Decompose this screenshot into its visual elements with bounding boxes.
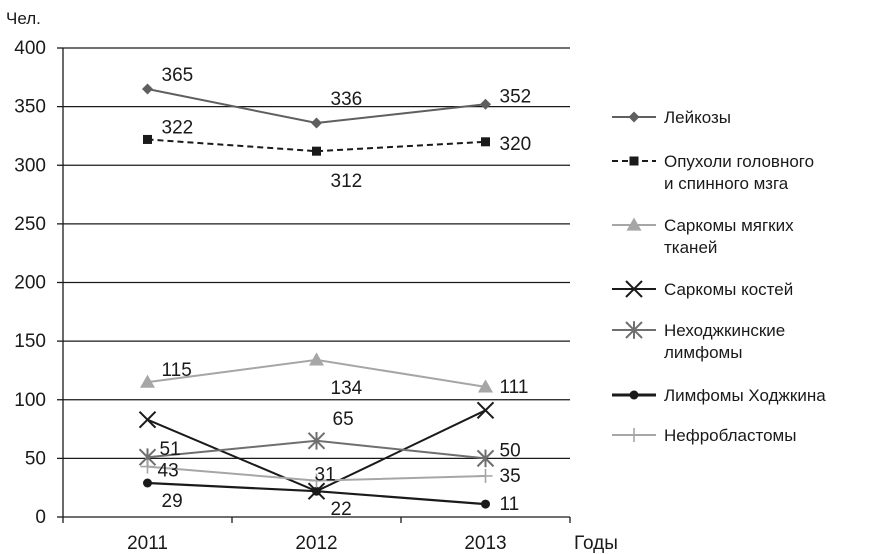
legend-item-2: Саркомы мягких тканей bbox=[612, 216, 794, 257]
series-3-point-0-marker bbox=[138, 410, 157, 429]
legend-marker-5 bbox=[629, 390, 639, 400]
series-5-data-label-2: 11 bbox=[500, 494, 520, 515]
legend-label-2-line-1: тканей bbox=[664, 238, 717, 257]
legend-item-0: Лейкозы bbox=[612, 108, 731, 127]
x-tick-label-2: 2013 bbox=[464, 533, 506, 554]
series-2-data-label-1: 134 bbox=[331, 378, 363, 399]
legend-label-1-line-0: Опухоли головного bbox=[664, 152, 814, 171]
y-unit-label: Чел. bbox=[6, 9, 41, 28]
series-0-data-label-0: 365 bbox=[162, 65, 194, 86]
y-tick-label-3: 150 bbox=[14, 331, 46, 352]
legend-marker-2 bbox=[626, 217, 642, 231]
legend-label-4-line-0: Неходжкинские bbox=[664, 321, 785, 340]
y-tick-label-7: 350 bbox=[14, 97, 46, 118]
y-tick-label-6: 300 bbox=[14, 155, 46, 176]
legend-item-1: Опухоли головного и спинного мзга bbox=[612, 152, 814, 193]
series-6-point-1-marker bbox=[309, 473, 324, 488]
series-4-point-1-marker bbox=[307, 431, 326, 450]
series-5-point-1-marker bbox=[312, 486, 321, 496]
y-tick-label-0: 0 bbox=[35, 507, 46, 528]
y-tick-labels: 0 50 100 150 200 250 300 350 400 bbox=[14, 38, 46, 528]
series-5-data-label-0: 29 bbox=[162, 491, 183, 512]
series-2-data-label-2: 111 bbox=[500, 377, 529, 398]
series-5-point-0-marker bbox=[143, 478, 152, 488]
legend-marker-0 bbox=[628, 111, 640, 123]
y-tick-label-2: 100 bbox=[14, 390, 46, 411]
series-1-point-0-marker bbox=[143, 134, 152, 144]
legend-marker-6 bbox=[627, 428, 641, 442]
axes bbox=[57, 47, 571, 523]
gridlines bbox=[63, 47, 570, 459]
series-5-point-2-marker bbox=[481, 499, 490, 509]
y-tick-label-4: 200 bbox=[14, 273, 46, 294]
series-1-data-label-0: 322 bbox=[162, 117, 194, 138]
x-tick-label-0: 2011 bbox=[127, 533, 168, 554]
series-3-point-2-marker bbox=[476, 401, 495, 420]
series-0-point-2-marker bbox=[480, 98, 491, 110]
series-2-point-0-marker bbox=[140, 374, 155, 388]
legend-marker-3 bbox=[625, 280, 643, 298]
series-6-point-2-marker bbox=[478, 468, 493, 483]
legend-item-5: Лимфомы Ходжкина bbox=[612, 386, 826, 405]
series-6-point-0-marker bbox=[140, 459, 155, 474]
series-line-1 bbox=[147, 138, 486, 153]
legend-label-4-line-1: лимфомы bbox=[664, 343, 742, 362]
series-markers bbox=[138, 83, 495, 509]
series-6-data-label-2: 35 bbox=[500, 466, 521, 487]
legend-label-0-line-0: Лейкозы bbox=[664, 108, 731, 127]
series-0-point-0-marker bbox=[142, 83, 153, 95]
legend-label-2-line-0: Саркомы мягких bbox=[664, 216, 794, 235]
series-2-data-label-0: 115 bbox=[162, 360, 192, 381]
series-0-data-label-2: 352 bbox=[500, 86, 532, 107]
series-0-data-label-1: 336 bbox=[331, 89, 363, 110]
series-6-data-label-0: 43 bbox=[158, 461, 179, 482]
legend-item-3: Саркомы костей bbox=[612, 280, 793, 299]
series-1-data-label-1: 312 bbox=[331, 171, 363, 192]
legend-label-6-line-0: Нефробластомы bbox=[664, 426, 796, 445]
series-1-point-1-marker bbox=[312, 146, 321, 156]
series-4-data-label-0: 51 bbox=[160, 439, 181, 460]
x-tick-label-1: 2012 bbox=[295, 533, 337, 554]
series-1-point-2-marker bbox=[481, 137, 490, 147]
legend-item-6: Нефробластомы bbox=[612, 426, 796, 445]
data-labels: 365 336 352 322 312 320 115 134 111 22 51 65 50 29 11 4… bbox=[158, 65, 532, 520]
series-4-point-2-marker bbox=[476, 449, 495, 468]
y-tick-label-5: 250 bbox=[14, 214, 46, 235]
x-tick-labels: 2011 2012 2013 bbox=[127, 533, 507, 554]
legend-label-3-line-0: Саркомы костей bbox=[664, 280, 793, 299]
legend: Лейкозы Опухоли головного и спинного мзга С… bbox=[612, 108, 826, 445]
legend-marker-1 bbox=[629, 156, 639, 166]
series-0-point-1-marker bbox=[311, 117, 322, 129]
legend-label-5-line-0: Лимфомы Ходжкина bbox=[664, 386, 826, 405]
series-2-point-1-marker bbox=[309, 352, 324, 366]
series-3-data-label-1: 22 bbox=[331, 499, 352, 520]
legend-marker-4 bbox=[625, 321, 643, 339]
series-1-data-label-2: 320 bbox=[500, 134, 532, 155]
series-6-data-label-1: 31 bbox=[315, 465, 336, 486]
y-tick-label-1: 50 bbox=[25, 448, 46, 469]
series-4-data-label-1: 65 bbox=[333, 409, 354, 430]
legend-item-4: Неходжкинские лимфомы bbox=[612, 321, 785, 362]
series-2-point-2-marker bbox=[478, 379, 493, 393]
x-axis-title: Годы bbox=[574, 533, 618, 554]
y-tick-label-8: 400 bbox=[14, 38, 46, 59]
legend-label-1-line-1: и спинного мзга bbox=[664, 174, 789, 193]
series-4-data-label-2: 50 bbox=[500, 440, 521, 461]
